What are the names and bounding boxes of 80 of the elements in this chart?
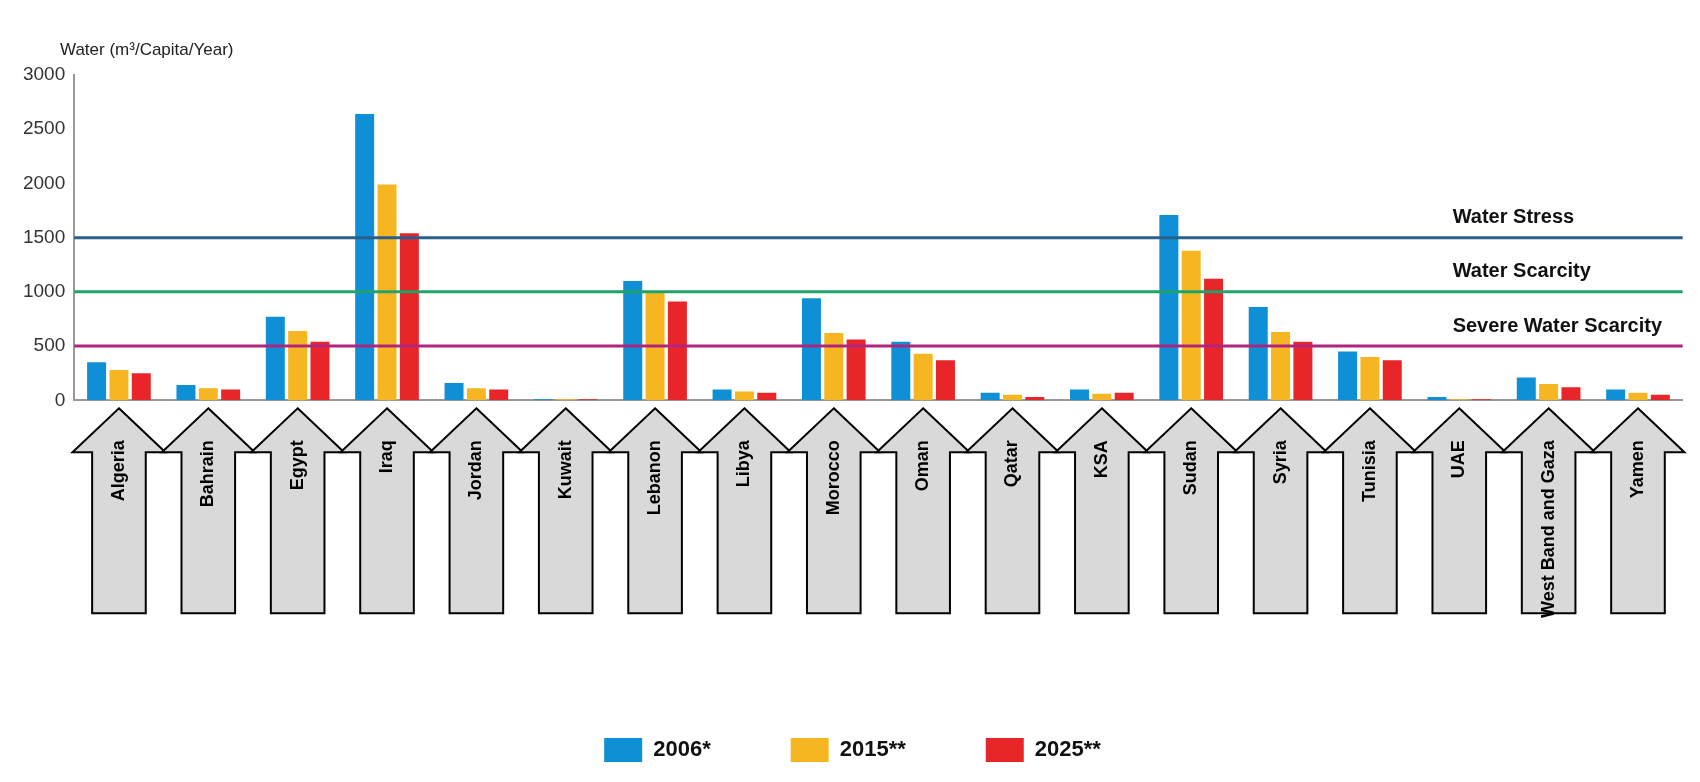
bar <box>1248 307 1268 401</box>
y-axis-title: Water (m³/Capita/Year) <box>60 40 234 60</box>
x-tick-label: Kuwait <box>554 440 575 500</box>
x-tick-label: Sudan <box>1180 440 1201 496</box>
bar <box>1382 360 1402 401</box>
bar <box>824 333 844 401</box>
bar <box>1427 397 1447 401</box>
bar <box>1539 384 1559 401</box>
ref-line-label: Water Stress <box>1452 205 1575 228</box>
bar <box>1204 278 1224 401</box>
bar <box>1293 341 1313 401</box>
x-tick-label: West Band and Gaza <box>1537 439 1558 619</box>
bar <box>623 281 643 401</box>
bar <box>734 391 754 401</box>
bar <box>1650 394 1670 401</box>
bar <box>466 388 486 401</box>
legend-label: 2006* <box>653 736 712 762</box>
bar <box>935 360 955 401</box>
x-tick-label: Yamen <box>1626 440 1647 499</box>
bar <box>1606 389 1626 401</box>
bar <box>1159 214 1179 401</box>
bar <box>801 298 821 401</box>
bar <box>1271 331 1291 401</box>
bar <box>1561 387 1581 401</box>
bar <box>87 362 107 401</box>
x-tick-label: Tunisia <box>1358 439 1379 502</box>
bar <box>109 369 129 401</box>
bar <box>198 388 218 401</box>
x-tick-label: Morocco <box>822 440 843 516</box>
bar <box>444 382 464 401</box>
x-tick-label: Jordan <box>465 440 486 501</box>
bar <box>221 389 241 401</box>
bar <box>131 373 151 401</box>
bar <box>1114 392 1134 401</box>
y-tick-label: 2500 <box>22 117 66 139</box>
bar <box>1003 394 1022 401</box>
bar <box>891 341 911 401</box>
x-tick-label: Qatar <box>1001 440 1022 488</box>
bar <box>645 291 665 401</box>
bar <box>757 392 777 401</box>
x-tick-label: Egypt <box>286 440 307 491</box>
bar <box>1070 389 1090 401</box>
x-tick-label: Iraq <box>375 440 396 474</box>
bar <box>1516 377 1536 401</box>
ref-line-label: Severe Water Scarcity <box>1452 313 1663 336</box>
bar <box>1628 392 1648 401</box>
bar <box>265 316 285 401</box>
bar <box>667 301 687 401</box>
x-tick-label: Oman <box>912 440 933 492</box>
x-tick-label: Libya <box>733 439 754 488</box>
ref-line-label: Water Scarcity <box>1452 259 1592 282</box>
legend-label: 2015** <box>839 736 907 762</box>
x-tick-label: Lebanon <box>644 440 665 516</box>
bar <box>1181 250 1201 401</box>
y-tick-label: 0 <box>54 388 66 410</box>
bar <box>489 389 509 401</box>
x-tick-label: KSA <box>1090 440 1111 479</box>
y-tick-label: 500 <box>33 334 66 356</box>
x-tick-label: UAE <box>1448 440 1469 479</box>
bar <box>1338 351 1358 401</box>
bar <box>1092 393 1112 401</box>
bar <box>176 385 196 401</box>
bar <box>399 233 419 401</box>
bar <box>355 114 375 401</box>
y-tick-label: 3000 <box>22 63 66 85</box>
y-tick-label: 1000 <box>22 280 66 302</box>
bar <box>1025 397 1045 401</box>
bar <box>288 330 308 401</box>
y-tick-label: 2000 <box>22 171 66 193</box>
legend-label: 2025** <box>1034 736 1102 762</box>
bar <box>913 353 933 401</box>
bar <box>980 392 1000 401</box>
y-tick-label: 1500 <box>22 225 66 247</box>
x-tick-label: Algeria <box>107 439 128 502</box>
bar <box>1360 356 1380 401</box>
x-tick-label: Syria <box>1269 439 1290 485</box>
bar <box>712 389 732 401</box>
x-tick-label: Bahrain <box>197 440 218 508</box>
bar <box>846 339 866 401</box>
bar <box>377 184 397 401</box>
